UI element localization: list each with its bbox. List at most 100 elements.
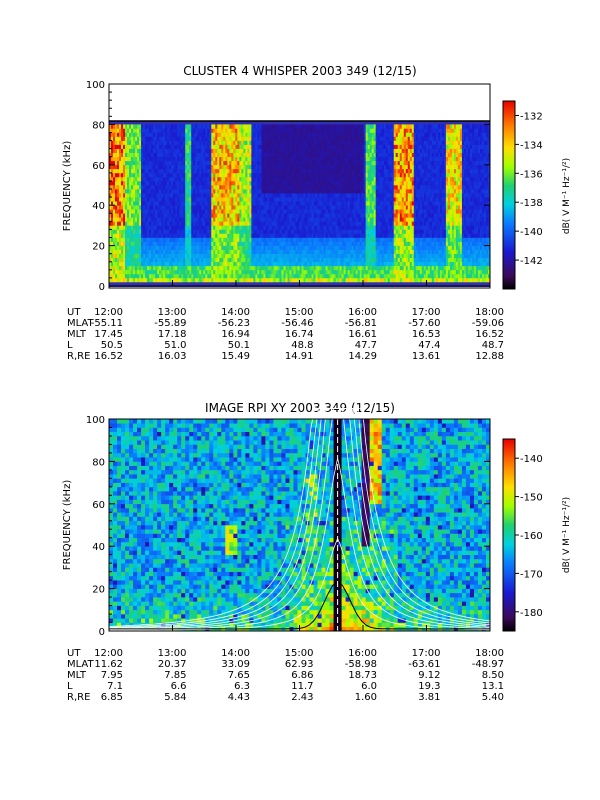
cluster-heatmap-cell [221,185,224,190]
cluster-heatmap-cell [295,189,298,194]
cluster-heatmap-cell [217,277,220,283]
cluster-heatmap-cell [283,261,286,267]
cluster-heatmap-cell [161,245,164,250]
cluster-heatmap-cell [113,269,116,275]
cluster-heatmap-cell [253,237,256,242]
cluster-heatmap-cell [179,180,182,186]
cluster-heatmap-cell [179,160,182,166]
cluster-heatmap-cell [319,136,322,141]
cluster-heatmap-cell [281,140,284,145]
cluster-heatmap-cell [343,273,346,279]
cluster-heatmap-cell [339,128,342,133]
cluster-heatmap-cell [249,136,252,141]
cluster-heatmap-cell [255,201,258,206]
cluster-heatmap-cell [259,265,262,271]
cluster-heatmap-cell [305,217,308,222]
cluster-heatmap-cell [363,273,366,279]
cluster-heatmap-cell [243,144,246,149]
cluster-heatmap-cell [309,124,312,129]
cluster-heatmap-cell [301,180,304,186]
cluster-heatmap-cell [209,253,212,259]
cluster-heatmap-cell [177,221,180,226]
cluster-heatmap-cell [201,180,204,186]
cluster-heatmap-cell [133,245,136,250]
cluster-heatmap-cell [125,201,128,206]
cluster-heatmap-cell [247,140,250,145]
cluster-heatmap-cell [119,176,122,182]
cluster-heatmap-cell [137,225,140,230]
cluster-heatmap-cell [351,152,354,158]
cluster-heatmap-cell [141,217,144,222]
cluster-heatmap-cell [301,237,304,242]
cluster-heatmap-cell [355,185,358,190]
cluster-heatmap-cell [299,189,302,194]
cluster-heatmap-cell [115,180,118,186]
cluster-heatmap-cell [229,217,232,222]
cluster-heatmap-cell [193,233,196,238]
cluster-heatmap-cell [265,160,268,166]
cluster-heatmap-cell [319,213,322,218]
cluster-heatmap-cell [315,148,318,153]
cluster-heatmap-cell [295,221,298,226]
cluster-heatmap-cell [317,233,320,238]
cluster-heatmap-cell [267,176,270,182]
cluster-heatmap-cell [303,245,306,250]
cluster-heatmap-cell [145,140,148,145]
cluster-heatmap-cell [221,164,224,170]
cluster-heatmap-cell [125,124,128,129]
cluster-heatmap-cell [189,197,192,202]
cluster-heatmap-cell [119,148,122,153]
cluster-heatmap-cell [319,273,322,279]
cluster-heatmap-cell [229,213,232,218]
cluster-heatmap-cell [207,277,210,283]
cluster-heatmap-cell [271,172,274,178]
cluster-heatmap-cell [115,241,118,246]
cluster-heatmap-cell [283,164,286,170]
cluster-heatmap-cell [327,201,330,206]
cluster-heatmap-cell [265,189,268,194]
cluster-heatmap-cell [145,152,148,158]
cluster-heatmap-cell [339,144,342,149]
cluster-heatmap-cell [163,160,166,166]
cluster-heatmap-cell [321,257,324,263]
cluster-heatmap-cell [217,168,220,174]
cluster-heatmap-cell [247,221,250,226]
cluster-heatmap-cell [359,201,362,206]
cluster-heatmap-cell [233,273,236,279]
cluster-heatmap-cell [225,225,228,230]
cluster-heatmap-cell [307,213,310,218]
cluster-heatmap-cell [309,209,312,214]
cluster-heatmap-cell [265,140,268,145]
cluster-heatmap-cell [175,257,178,263]
cluster-heatmap-cell [307,269,310,275]
cluster-heatmap-cell [267,277,270,283]
cluster-heatmap-cell [347,265,350,271]
cluster-heatmap-cell [315,160,318,166]
cluster-heatmap-cell [343,185,346,190]
cluster-heatmap-cell [287,249,290,254]
cluster-heatmap-cell [219,245,222,250]
cluster-heatmap-cell [243,237,246,242]
cluster-heatmap-cell [157,257,160,263]
cluster-heatmap-cell [329,136,332,141]
cluster-heatmap-cell [127,277,130,283]
cluster-heatmap-cell [117,164,120,170]
cluster-heatmap-cell [345,237,348,242]
cluster-heatmap-cell [323,253,326,259]
cluster-heatmap-cell [351,233,354,238]
cluster-heatmap-cell [205,245,208,250]
cluster-heatmap-cell [309,269,312,275]
cluster-heatmap-cell [243,185,246,190]
cluster-heatmap-cell [207,221,210,226]
cluster-heatmap-cell [275,221,278,226]
cluster-heatmap-cell [233,249,236,254]
cluster-heatmap-cell [285,164,288,170]
cluster-heatmap-cell [121,209,124,214]
cluster-heatmap-cell [341,168,344,174]
cluster-heatmap-cell [115,144,118,149]
cluster-heatmap-cell [329,189,332,194]
cluster-heatmap-cell [325,265,328,271]
cluster-heatmap-cell [295,253,298,259]
cluster-heatmap-cell [139,132,142,137]
cluster-heatmap-cell [147,205,150,210]
